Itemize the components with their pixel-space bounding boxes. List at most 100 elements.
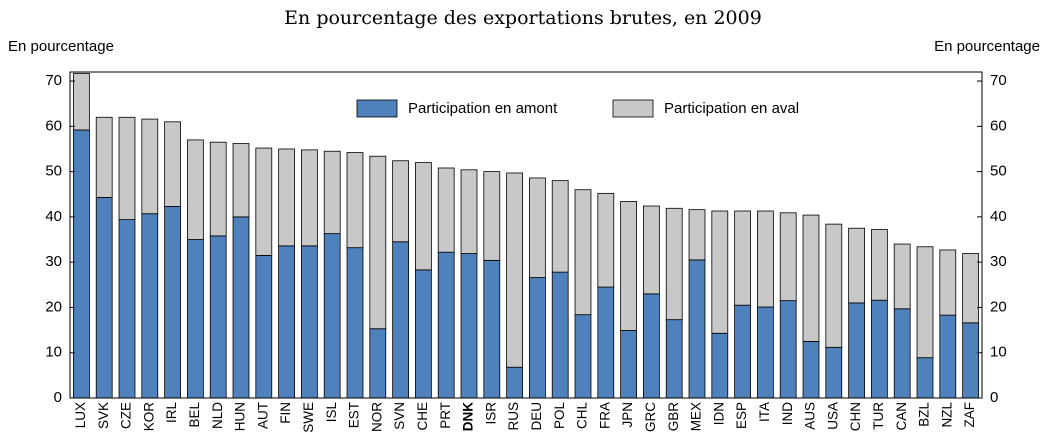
bar-segment	[916, 246, 934, 359]
bar-segment	[962, 253, 979, 324]
bar-segment	[323, 233, 341, 399]
y-axis-label: En pourcentage	[8, 38, 114, 55]
y-tick-label: 70	[45, 72, 62, 89]
bar-segment	[871, 299, 888, 399]
x-tick-label: CZE	[119, 402, 134, 429]
x-tick-label: GBR	[666, 402, 681, 432]
bar-segment	[95, 197, 113, 399]
x-tick-label: BEL	[187, 402, 202, 428]
y2-axis-label: En pourcentage	[934, 38, 1040, 55]
bar-segment	[392, 160, 409, 243]
bar-segment	[506, 366, 523, 399]
bar-segment	[187, 139, 204, 240]
bar-segment	[597, 192, 615, 288]
bar-segment	[551, 180, 569, 273]
x-tick-label: NZL	[939, 402, 954, 428]
x-tick-label: JPN	[620, 402, 635, 428]
bar-segment	[688, 259, 706, 399]
y-tick-label: 40	[45, 208, 62, 225]
bar-segment	[734, 304, 751, 399]
bar-segment	[848, 302, 865, 399]
x-tick-label: RUS	[506, 402, 521, 431]
bar-segment	[392, 241, 409, 399]
bar-segment	[346, 247, 364, 399]
bar-segment	[232, 216, 250, 399]
x-tick-label: ISL	[324, 402, 339, 423]
x-tick-label: ZAF	[962, 402, 977, 428]
bar-segment	[164, 121, 181, 207]
bar-segment	[893, 308, 911, 399]
bar-segment	[597, 286, 615, 399]
x-tick-label: SVN	[392, 402, 407, 430]
bar-segment	[506, 172, 523, 368]
bar-segment	[734, 210, 751, 306]
bar-segment	[802, 341, 820, 399]
bar-segment	[939, 314, 957, 399]
bar-segment	[278, 148, 295, 247]
bar-segment	[460, 169, 478, 254]
x-tick-label: CHE	[415, 402, 430, 431]
bar-segment	[825, 223, 843, 348]
x-tick-label: PRT	[438, 402, 453, 429]
x-tick-label: HUN	[233, 402, 248, 431]
x-tick-label: ESP	[734, 402, 749, 429]
bar-segment	[437, 251, 455, 399]
bar-segment	[73, 72, 90, 131]
bar-segment	[643, 205, 660, 295]
y-tick-label: 20	[45, 298, 62, 315]
x-tick-label: SVK	[96, 402, 111, 429]
x-tick-label: IRL	[164, 402, 179, 424]
x-tick-label: TUR	[871, 402, 886, 430]
y2-tick-label: 60	[990, 117, 1007, 134]
y-tick-label: 50	[45, 163, 62, 180]
bar-segment	[574, 314, 592, 399]
bar-segment	[529, 177, 546, 278]
bar-segment	[209, 141, 227, 237]
bar-segment	[574, 189, 592, 316]
chart-title: En pourcentage des exportations brutes, …	[284, 7, 762, 29]
bar-segment	[665, 207, 683, 321]
y2-tick-label: 50	[990, 163, 1007, 180]
bar-segment	[711, 332, 729, 399]
x-tick-label: NOR	[369, 402, 384, 432]
bar-segment	[232, 143, 250, 218]
y2-tick-label: 10	[990, 344, 1007, 361]
x-tick-label: AUT	[255, 402, 270, 429]
bar-segment	[73, 129, 90, 399]
x-tick-label: CAN	[894, 402, 909, 431]
bar-segment	[916, 357, 934, 399]
bar-segment	[871, 229, 888, 301]
bar-segment	[893, 243, 911, 310]
y-tick-label: 30	[45, 253, 62, 270]
bar-segment	[164, 206, 181, 399]
bar-segment	[301, 149, 318, 247]
x-tick-label: IDN	[711, 402, 726, 425]
x-tick-label: EST	[347, 402, 362, 428]
bar-segment	[369, 328, 387, 399]
bar-segment	[255, 254, 273, 399]
y2-tick-label: 70	[990, 72, 1007, 89]
bar-segment	[483, 259, 501, 399]
bar-segment	[757, 306, 774, 399]
bar-segment	[551, 271, 569, 399]
y-tick-label: 0	[54, 389, 62, 406]
bar-segment	[779, 212, 797, 302]
legend-label: Participation en aval	[664, 100, 799, 117]
bar-segment	[141, 213, 159, 399]
x-tick-label: DNK	[461, 402, 476, 431]
y2-tick-label: 30	[990, 253, 1007, 270]
x-tick-label: MEX	[689, 402, 704, 431]
bar-segment	[209, 235, 227, 399]
bar-segment	[323, 150, 341, 235]
bar-segment	[939, 249, 957, 316]
bar-segment	[665, 319, 683, 399]
bar-segment	[415, 269, 432, 399]
bar-segment	[848, 227, 865, 304]
x-tick-label: CHN	[848, 402, 863, 431]
y2-tick-label: 40	[990, 208, 1007, 225]
bar-segment	[962, 322, 979, 399]
bar-segment	[643, 293, 660, 399]
y-tick-label: 10	[45, 344, 62, 361]
bar-segment	[415, 162, 432, 271]
